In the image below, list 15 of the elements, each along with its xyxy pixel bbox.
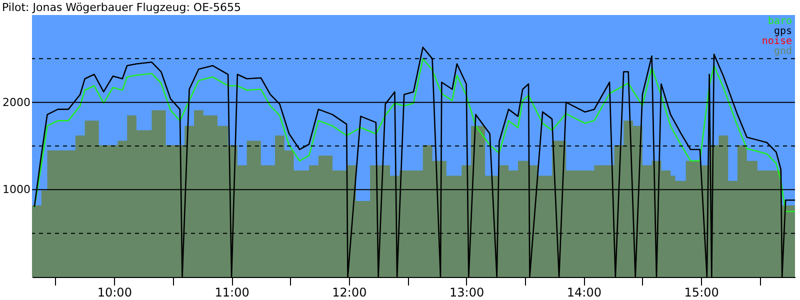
text: gnd bbox=[774, 46, 792, 57]
x-tick-label: 12:00 bbox=[332, 286, 367, 300]
text: baro bbox=[768, 16, 792, 27]
line-series bbox=[34, 58, 796, 212]
y-tick-label: 1000 bbox=[2, 183, 30, 196]
x-tick-label: 13:00 bbox=[450, 286, 484, 300]
x-tick-label: 11:00 bbox=[214, 286, 250, 300]
chart-title: Pilot: Jonas Wögerbauer Flugzeug: OE-5655 bbox=[2, 1, 242, 14]
x-tick-label: 14:00 bbox=[566, 286, 602, 300]
legend-label: noise bbox=[762, 36, 792, 47]
x-tick-label: 15:00 bbox=[684, 286, 719, 300]
y-tick-label: 2000 bbox=[2, 96, 30, 109]
line-series bbox=[34, 46, 796, 278]
x-tick-label: 10:00 bbox=[97, 286, 132, 300]
text: gps bbox=[774, 26, 792, 37]
